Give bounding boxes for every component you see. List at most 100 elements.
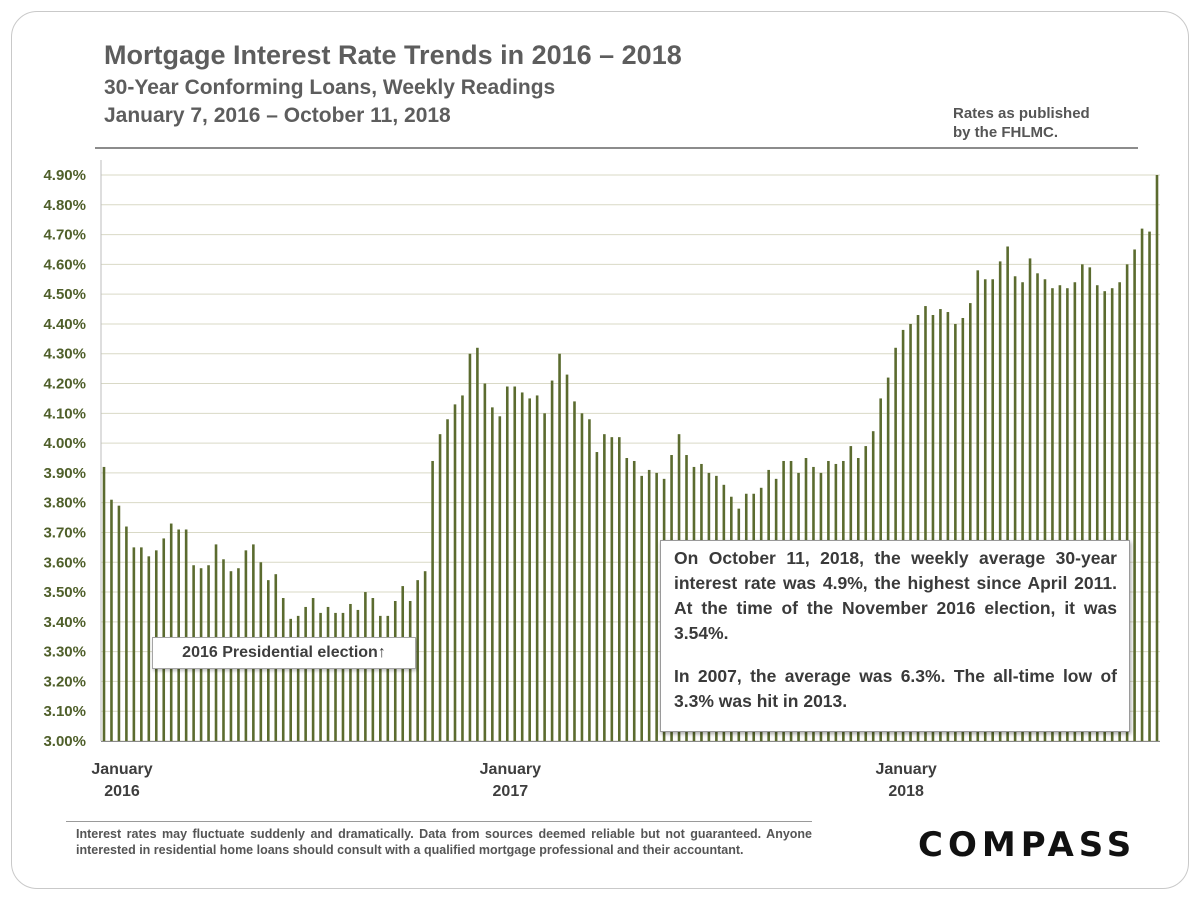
rate-bar [408,600,412,741]
y-tick-label: 3.90% [43,465,86,482]
x-tick-label: 2018 [888,783,924,800]
rate-bar [909,323,912,741]
rate-bar [379,615,382,741]
x-tick-label: January [875,761,936,778]
rate-bar [1036,273,1039,741]
rate-bar [1066,288,1069,741]
rate-bar [281,598,285,741]
rate-bar [304,606,307,741]
rate-bar [1028,258,1032,741]
rate-bar [983,279,987,741]
rate-bar [528,398,531,741]
y-tick-label: 3.70% [43,524,86,541]
rate-bar [416,580,419,741]
rate-bar [573,401,576,741]
rate-bar [1006,246,1009,742]
rate-bar [1148,231,1151,741]
y-tick-label: 3.30% [43,644,86,661]
rate-bar [289,618,292,741]
y-tick-label: 3.60% [43,554,86,571]
rate-bar [647,469,651,741]
y-tick-label: 4.20% [43,376,86,393]
rate-bar [341,612,345,741]
rate-bar [483,383,487,741]
rate-bar [1095,285,1099,741]
rate-bar [558,353,561,741]
rate-bar [535,395,539,741]
rate-bar [125,526,128,741]
rate-bar [453,404,457,741]
y-tick-label: 4.10% [43,405,86,422]
rate-bar [177,529,180,741]
x-tick-label: 2017 [493,783,529,800]
y-tick-label: 4.40% [43,316,86,333]
x-tick-label: January [480,761,541,778]
rate-bar [991,279,994,741]
chart-title: Mortgage Interest Rate Trends in 2016 – … [104,40,682,70]
y-tick-label: 3.20% [43,673,86,690]
x-tick-label: 2016 [104,783,140,800]
election-callout: 2016 Presidential election↑ [152,637,416,669]
y-tick-label: 4.70% [43,227,86,244]
rate-bar [998,261,1002,741]
source-note: Rates as published by the FHLMC. [953,104,1090,142]
rate-bar [386,615,390,741]
rate-bar [1118,282,1121,741]
rate-bar [640,475,643,741]
rate-bar [446,419,449,741]
rate-bar [513,386,517,741]
rate-bar [625,458,629,741]
rate-bar [505,386,509,741]
rate-bar [946,312,950,741]
rate-bar [580,413,584,741]
rate-bar [901,329,905,741]
rate-bar [588,419,591,741]
y-tick-label: 3.40% [43,614,86,631]
rate-bar [1051,288,1054,741]
rate-bar [565,374,569,741]
rate-bar [1125,264,1129,741]
rate-bar [595,452,599,741]
note-paragraph: On October 11, 2018, the weekly average … [674,548,1117,643]
rate-bar [491,407,494,741]
source-note-line: by the FHLMC. [953,124,1058,141]
rate-bar [1043,279,1047,741]
rate-bar [1013,276,1017,741]
rate-bar [954,323,957,741]
rate-bar [976,270,980,741]
x-tick-label: January [91,761,152,778]
rate-bar [334,612,337,741]
compass-logo: COMPASS [918,825,1137,865]
rate-bar [1073,282,1077,741]
rate-bar [184,529,188,741]
footer-divider [66,821,812,822]
y-tick-label: 3.00% [43,733,86,750]
rate-bar [438,434,442,741]
rate-bar [1058,285,1062,741]
y-tick-label: 4.80% [43,197,86,214]
rate-bar [296,615,300,741]
note-paragraph: In 2007, the average was 6.3%. The all-t… [674,666,1117,711]
rate-bar [1088,267,1092,741]
rate-bar [1103,291,1107,741]
rate-bar [1021,282,1024,741]
rate-bar [393,600,397,741]
rate-bar [1155,175,1159,741]
rate-bar [147,556,151,741]
rate-bar [1110,288,1114,741]
rate-bar [969,303,972,741]
rate-bar [1140,228,1144,741]
rate-bar [423,571,427,741]
rate-bar [461,395,464,741]
header-divider [95,147,1138,149]
rate-bar [371,598,375,741]
rate-bar [550,380,554,741]
y-tick-label: 4.30% [43,346,86,363]
rate-bar [939,309,942,741]
rate-bar [349,603,352,741]
rate-bar [140,547,143,741]
rate-bar [916,315,920,741]
rate-bar [610,437,614,741]
disclaimer-text: Interest rates may fluctuate suddenly an… [76,827,812,857]
